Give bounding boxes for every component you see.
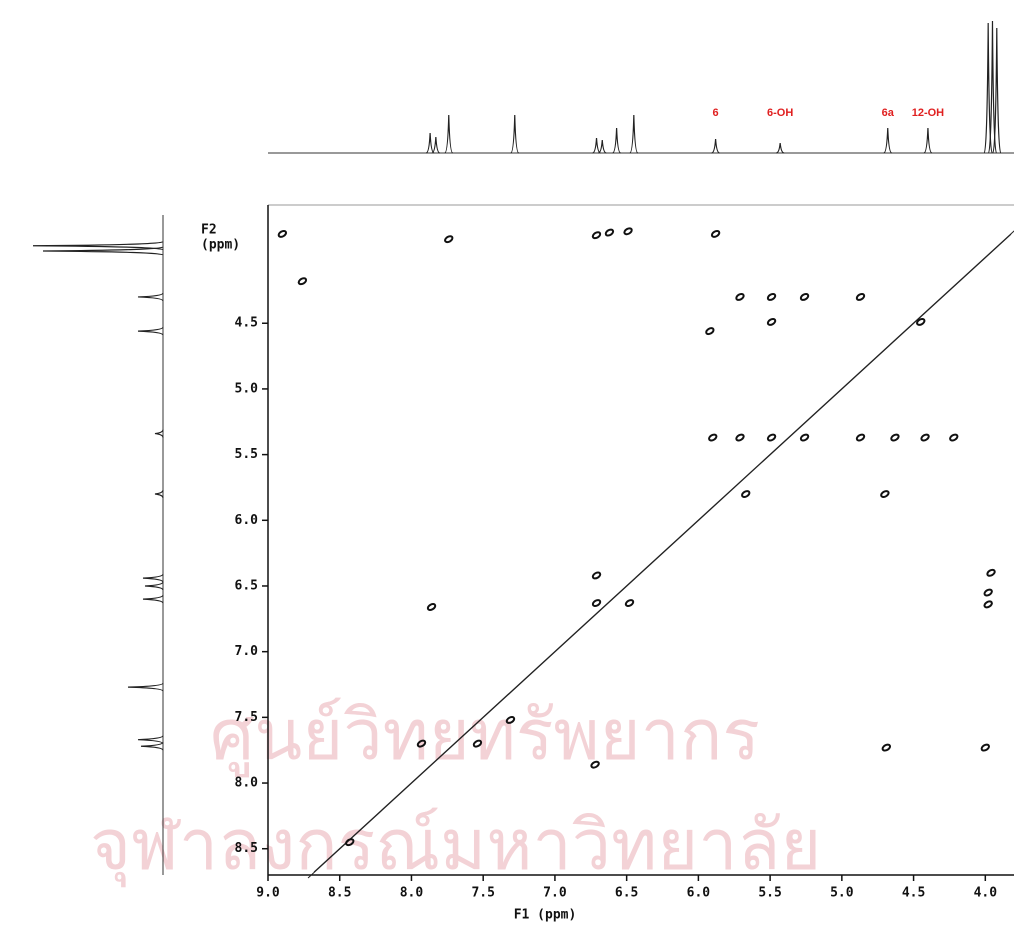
cross-peak — [426, 603, 437, 611]
left-peak — [142, 573, 164, 583]
top-peak — [629, 114, 639, 154]
cross-peak — [735, 293, 745, 301]
cross-peak — [949, 433, 959, 442]
cross-peak — [741, 490, 751, 498]
x-tick-label: 7.5 — [471, 886, 494, 901]
left-peak — [142, 594, 164, 604]
cross-peak — [799, 293, 810, 301]
cross-peak — [766, 293, 777, 301]
cross-peak — [472, 739, 483, 748]
cross-peak — [705, 327, 715, 336]
top-peak — [431, 136, 441, 154]
left-peak — [137, 735, 164, 744]
x-tick-label: 5.5 — [758, 886, 781, 901]
cross-peak — [766, 317, 777, 326]
y-tick-label: 5.5 — [235, 447, 258, 462]
top-peak — [923, 127, 933, 154]
x-tick-label: 8.5 — [328, 886, 351, 901]
cross-peak — [591, 599, 602, 608]
cross-peak — [505, 716, 516, 724]
left-peak — [42, 246, 164, 256]
x-tick-label: 5.0 — [830, 886, 854, 901]
left-peak — [144, 581, 164, 591]
y-axis-label: (ppm) — [201, 238, 240, 253]
y-tick-label: 8.0 — [235, 776, 259, 791]
top-peak — [444, 114, 454, 154]
y-tick-label: 8.5 — [235, 841, 258, 856]
top-peak — [776, 142, 785, 154]
diagonal — [313, 230, 1014, 873]
cross-peak — [604, 228, 615, 237]
top-peak — [425, 132, 435, 154]
cross-peak — [799, 433, 810, 442]
cross-peak — [855, 293, 866, 301]
left-peak — [137, 292, 164, 302]
top-peak — [987, 20, 998, 154]
x-tick-label: 4.0 — [974, 886, 998, 901]
left-peak — [154, 429, 164, 438]
x-tick-label: 8.0 — [400, 886, 424, 901]
y-tick-label: 4.5 — [235, 316, 258, 331]
cross-peak — [920, 433, 930, 442]
y-tick-label: 6.5 — [235, 578, 258, 593]
left-peak — [32, 241, 164, 251]
cross-peak — [735, 433, 745, 442]
x-tick-label: 6.0 — [687, 886, 711, 901]
cross-peak — [708, 433, 718, 442]
top-peak — [598, 139, 607, 154]
cross-peak — [591, 571, 602, 580]
x-tick-label: 7.0 — [543, 886, 567, 901]
top-peak — [510, 114, 520, 154]
top-peak — [883, 127, 893, 154]
peak-annotation: 6 — [713, 107, 719, 119]
y-tick-label: 7.5 — [235, 710, 258, 725]
watermark-text: จุฬาลงกรณ์มหาวิทยาลัย — [90, 804, 821, 888]
cross-peak — [416, 739, 427, 748]
cross-peak — [766, 433, 777, 442]
cross-peak — [591, 231, 602, 240]
y-tick-label: 7.0 — [235, 644, 259, 659]
cross-peak — [590, 760, 600, 769]
cross-peak — [980, 743, 990, 752]
cross-peak — [890, 433, 900, 442]
x-tick-label: 4.5 — [902, 886, 925, 901]
top-peak — [992, 27, 1002, 154]
cross-peak — [277, 229, 288, 238]
cross-peak — [710, 229, 721, 238]
cross-peak — [986, 568, 996, 577]
left-peak — [137, 326, 164, 336]
cross-peak — [983, 588, 993, 597]
y-tick-label: 6.0 — [235, 513, 259, 528]
x-tick-label: 9.0 — [256, 886, 280, 901]
top-peak — [612, 127, 621, 154]
cross-peak — [623, 227, 633, 236]
cross-peak — [916, 317, 926, 326]
top-peak — [711, 138, 720, 154]
left-peak — [127, 682, 164, 692]
cross-peak — [880, 490, 890, 498]
cross-peak — [855, 433, 866, 442]
x-tick-label: 6.5 — [615, 886, 638, 901]
x-axis-label: F1 (ppm) — [514, 908, 577, 923]
cross-peak — [345, 838, 355, 847]
watermark-text: ศูนย์วิทยทรัพยากร — [210, 694, 760, 778]
left-peak — [154, 489, 164, 499]
peak-annotation: 6-OH — [767, 107, 793, 119]
top-peak — [592, 137, 601, 154]
cross-peak — [444, 235, 454, 244]
cross-peak — [983, 600, 993, 609]
left-peak — [140, 742, 164, 751]
y-tick-label: 5.0 — [235, 381, 259, 396]
peak-annotation: 12-OH — [912, 107, 944, 119]
peak-annotation: 6a — [882, 107, 895, 119]
top-peak — [983, 22, 993, 154]
y-axis-label: F2 — [201, 223, 217, 238]
cross-peak — [624, 599, 635, 608]
cross-peak — [297, 277, 308, 286]
cross-peak — [881, 743, 892, 752]
